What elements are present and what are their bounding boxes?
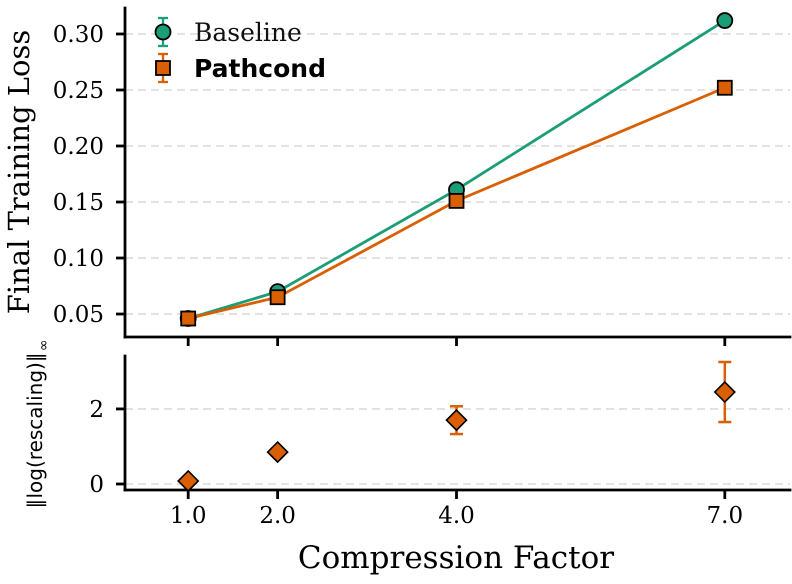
- marker-square-pathcond: [448, 192, 465, 209]
- series-line-baseline: [186, 19, 727, 320]
- legend-label-pathcond: Pathcond: [194, 54, 326, 83]
- y-tick-label-top: 0.10: [53, 246, 104, 272]
- marker-diamond-rescaling: [445, 409, 468, 432]
- y-tick-label-top: 0.20: [53, 134, 104, 160]
- infinity-subscript: ∞: [36, 339, 52, 351]
- marker-circle-baseline: [716, 12, 734, 29]
- y-tick-label-top: 0.05: [53, 302, 104, 328]
- top-y-axis-title: Final Training Loss: [2, 30, 36, 315]
- y-tick-label-bottom: 0: [89, 472, 104, 498]
- bottom-y-axis-title: ∥log(rescaling)∥∞: [23, 339, 52, 508]
- legend-label-baseline: Baseline: [194, 18, 302, 47]
- plot-layers: 0.05 0.10 0.15 0.20 0.25 0.30 0 2 1.0 2.0 4.0 7.0: [53, 6, 792, 529]
- legend-marker-circle: [154, 23, 172, 41]
- y-tick-label-bottom: 2: [89, 397, 104, 423]
- y-tick-label-top: 0.30: [53, 22, 104, 48]
- marker-square-pathcond: [180, 310, 197, 327]
- x-tick-label: 1.0: [170, 503, 207, 529]
- marker-diamond-rescaling: [177, 469, 200, 493]
- legend-marker-square: [155, 60, 171, 76]
- series-line-pathcond: [186, 86, 727, 320]
- bottom-y-axis-title-main: ∥log(rescaling)∥: [23, 352, 47, 508]
- y-tick-label-top: 0.15: [53, 190, 104, 216]
- x-tick-label: 2.0: [259, 503, 296, 529]
- x-tick-label: 7.0: [707, 503, 744, 529]
- marker-square-pathcond: [716, 79, 733, 96]
- x-tick-label: 4.0: [438, 503, 475, 529]
- marker-diamond-rescaling: [266, 440, 289, 464]
- x-axis-title: Compression Factor: [298, 540, 614, 576]
- marker-square-pathcond: [269, 289, 286, 306]
- y-tick-label-top: 0.25: [53, 78, 104, 104]
- marker-diamond-rescaling: [713, 380, 736, 404]
- legend: Baseline Pathcond: [194, 18, 326, 83]
